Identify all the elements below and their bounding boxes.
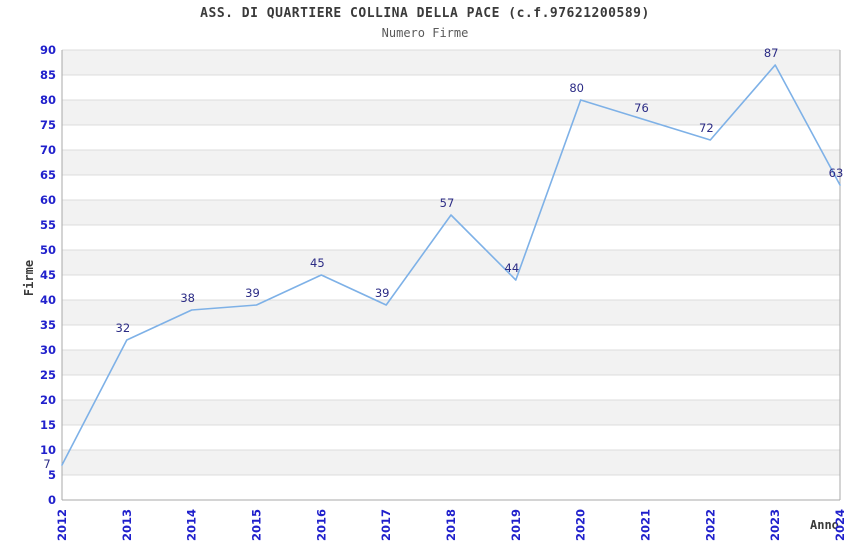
y-tick-label: 80 (40, 93, 56, 107)
x-tick-label: 2022 (703, 509, 717, 541)
point-value-label: 39 (375, 286, 390, 300)
band (62, 50, 840, 75)
point-value-label: 72 (699, 121, 714, 135)
x-tick-label: 2016 (314, 509, 328, 541)
point-value-label: 38 (180, 291, 195, 305)
point-value-label: 39 (245, 286, 260, 300)
y-tick-label: 50 (40, 243, 56, 257)
band (62, 100, 840, 125)
point-value-label: 76 (634, 101, 649, 115)
point-value-labels: 7 32 38 39 45 39 57 44 80 76 72 87 63 (43, 46, 843, 471)
y-tick-label: 90 (40, 43, 56, 57)
plot-border (61, 50, 841, 501)
x-tick-label: 2018 (444, 509, 458, 541)
y-tick-label: 0 (48, 493, 56, 507)
x-tick-label: 2019 (509, 509, 523, 541)
gridlines (62, 49, 840, 501)
point-value-label: 44 (505, 261, 520, 275)
y-tick-label: 15 (40, 418, 56, 432)
x-tick-label: 2015 (250, 509, 264, 541)
y-tick-label: 75 (40, 118, 56, 132)
background-bands (62, 50, 840, 475)
y-tick-label: 25 (40, 368, 56, 382)
band (62, 250, 840, 275)
y-tick-label: 20 (40, 393, 56, 407)
series-line (61, 64, 841, 466)
x-tick-label: 2017 (379, 509, 393, 541)
y-tick-label: 5 (48, 468, 56, 482)
data-line (61, 64, 841, 466)
y-tick-label: 60 (40, 193, 56, 207)
y-tick-label: 35 (40, 318, 56, 332)
x-tick-label: 2021 (639, 509, 653, 541)
x-tick-label: 2014 (185, 509, 199, 541)
y-tick-label: 70 (40, 143, 56, 157)
x-tick-label: 2023 (768, 509, 782, 541)
chart-title: ASS. DI QUARTIERE COLLINA DELLA PACE (c.… (200, 6, 650, 21)
x-tick-label: 2013 (120, 509, 134, 541)
band (62, 150, 840, 175)
y-tick-label: 65 (40, 168, 56, 182)
y-tick-label: 40 (40, 293, 56, 307)
y-tick-label: 55 (40, 218, 56, 232)
band (62, 350, 840, 375)
point-value-label: 87 (764, 46, 779, 60)
y-tick-label: 45 (40, 268, 56, 282)
x-tick-label: 2020 (574, 509, 588, 541)
x-axis-title: Anno (810, 518, 839, 532)
point-value-label: 7 (43, 457, 50, 471)
y-tick-label: 30 (40, 343, 56, 357)
point-value-label: 45 (310, 256, 325, 270)
point-value-label: 63 (829, 166, 844, 180)
band (62, 200, 840, 225)
x-tick-label: 2024 (833, 509, 847, 541)
point-value-label: 80 (569, 81, 584, 95)
chart-subtitle: Numero Firme (381, 26, 469, 40)
band (62, 400, 840, 425)
band (62, 300, 840, 325)
y-tick-label: 10 (40, 443, 56, 457)
point-value-label: 32 (116, 321, 131, 335)
band (62, 450, 840, 475)
y-tick-labels: 0 5 10 15 20 25 30 35 40 45 50 55 60 65 70 75 80 85 90 (40, 43, 56, 507)
y-tick-label: 85 (40, 68, 56, 82)
x-tick-label: 2012 (55, 509, 69, 541)
point-value-label: 57 (440, 196, 455, 210)
x-tick-labels: 2012 2013 2014 2015 2016 2017 2018 2019 2020 2021… (55, 509, 847, 541)
